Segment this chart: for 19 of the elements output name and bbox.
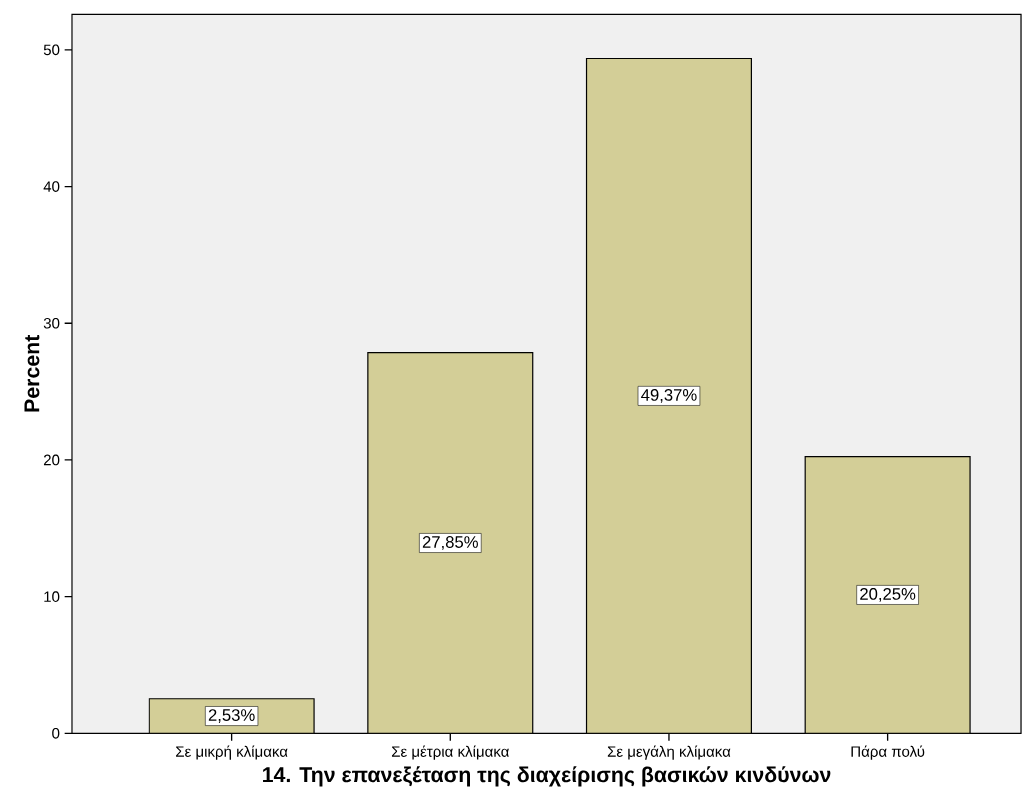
y-tick-label: 10 [44, 591, 60, 602]
data-label: 2,53% [208, 709, 255, 723]
x-axis-title: 14. Την επανεξέταση της διαχείρισης βασικών κινδύνων [263, 766, 831, 787]
y-tick-label: 50 [43, 44, 60, 56]
bar [804, 455, 971, 734]
data-label: 20,25% [860, 588, 916, 602]
bar [585, 57, 752, 734]
x-tick-label: Πάρα πολύ [851, 745, 925, 760]
y-tick-label: 30 [43, 317, 60, 329]
y-axis-title: Percent [24, 334, 40, 412]
x-tick-label: Σε μέτρια κλίμακα [391, 745, 509, 760]
y-tick-label: 40 [43, 181, 60, 192]
y-tick-label: 20 [43, 454, 60, 466]
x-tick-label: Σε μικρή κλίμακα [176, 745, 288, 760]
y-tick-label: 0 [52, 728, 60, 739]
data-label: 49,37% [641, 389, 697, 403]
x-tick-label: Σε μεγάλη κλίμακα [607, 745, 731, 760]
data-label: 27,85% [422, 536, 478, 550]
bar [367, 352, 534, 734]
